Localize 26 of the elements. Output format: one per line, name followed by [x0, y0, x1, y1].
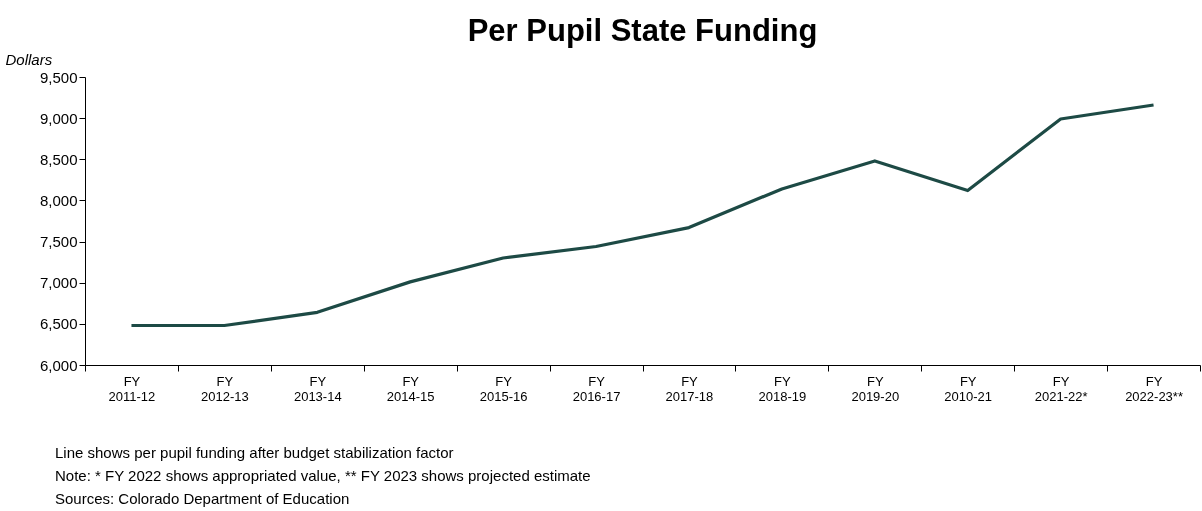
- x-tick-label: FY 2010-21: [944, 373, 993, 404]
- x-tick-label: FY 2012-13: [201, 373, 249, 404]
- x-tick-label: FY 2013-14: [293, 373, 342, 404]
- chart-title: Per Pupil State Funding: [467, 13, 818, 48]
- x-tick-label: FY 2022-23**: [1125, 373, 1183, 404]
- text: Note: * FY 2022 shows appropriated value, ** FY 2023 shows projected estimate: [55, 467, 591, 484]
- y-tick-label: 8,500: [39, 150, 78, 168]
- y-tick-label: 9,000: [39, 109, 78, 127]
- y-tick-label: 6,500: [39, 315, 78, 333]
- y-tick-label: 8,000: [39, 191, 78, 209]
- line-series: [129, 103, 1156, 328]
- x-tick-label: FY 2018-19: [758, 373, 807, 404]
- x-tick-label: FY 2011-12: [108, 373, 156, 404]
- text: Line shows per pupil funding after budget stabilization factor: [55, 444, 454, 461]
- x-tick-label: FY 2017-18: [665, 373, 714, 404]
- y-tick-label: 6,000: [39, 356, 78, 374]
- y-axis-title: Dollars: [5, 50, 53, 68]
- x-tick-label: FY 2014-15: [386, 373, 435, 404]
- source-note: Sources: Colorado Department of Education: [55, 490, 350, 507]
- y-tick-label: 7,000: [39, 274, 78, 292]
- x-tick-label: FY 2016-17: [572, 373, 621, 404]
- y-tick-label: 7,500: [39, 233, 78, 251]
- x-tick-label: FY 2019-20: [851, 373, 900, 404]
- x-tick-label: FY 2015-16: [479, 373, 528, 404]
- x-tick-label: FY 2021-22*: [1034, 373, 1088, 404]
- y-tick-label: 9,500: [39, 68, 78, 86]
